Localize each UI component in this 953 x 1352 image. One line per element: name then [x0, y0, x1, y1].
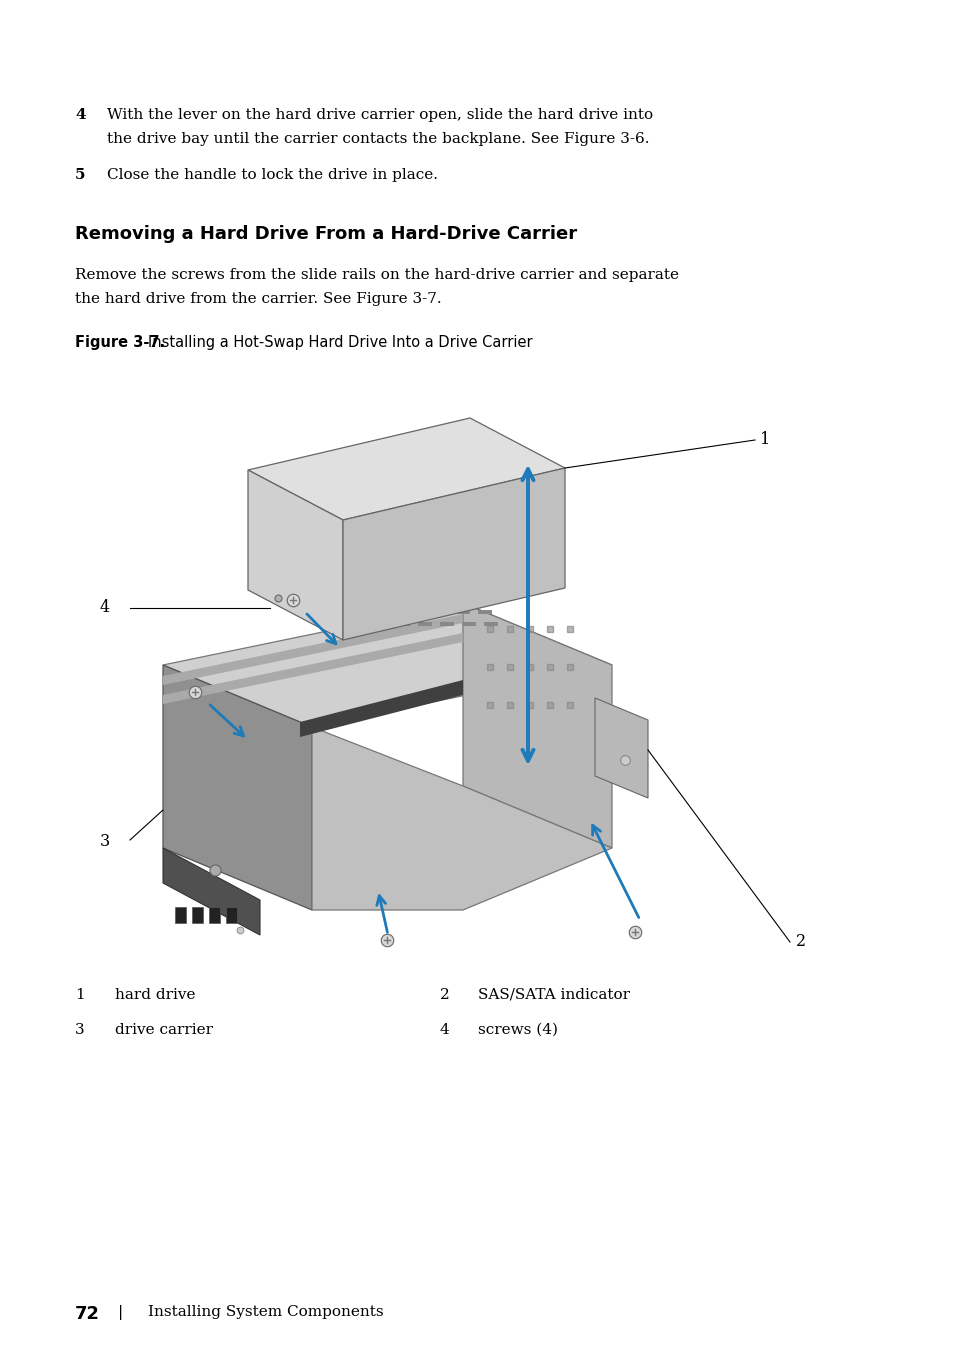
Polygon shape	[462, 603, 612, 848]
Text: 72: 72	[75, 1305, 100, 1324]
Text: 4: 4	[100, 599, 110, 617]
Bar	[352, 622, 366, 626]
Bar	[395, 622, 410, 626]
Bar	[324, 610, 337, 614]
Text: Remove the screws from the slide rails on the hard-drive carrier and separate: Remove the screws from the slide rails o…	[75, 268, 679, 283]
Text: screws (4): screws (4)	[477, 1023, 558, 1037]
Polygon shape	[163, 633, 462, 704]
Text: Removing a Hard Drive From a Hard-Drive Carrier: Removing a Hard Drive From a Hard-Drive …	[75, 224, 577, 243]
Bar	[434, 610, 448, 614]
Polygon shape	[163, 614, 462, 685]
Text: |: |	[118, 1305, 123, 1320]
Polygon shape	[163, 665, 312, 910]
Polygon shape	[595, 698, 647, 798]
Text: Close the handle to lock the drive in place.: Close the handle to lock the drive in pl…	[107, 168, 437, 183]
Bar	[417, 622, 432, 626]
Bar	[192, 907, 203, 923]
Bar	[456, 610, 470, 614]
Bar	[330, 622, 344, 626]
Text: hard drive: hard drive	[115, 988, 195, 1002]
Text: 5: 5	[75, 168, 86, 183]
Polygon shape	[163, 603, 612, 727]
Text: SAS/SATA indicator: SAS/SATA indicator	[477, 988, 629, 1002]
Text: 4: 4	[75, 108, 86, 122]
Bar	[483, 622, 497, 626]
Text: Figure 3-7.: Figure 3-7.	[75, 335, 165, 350]
Bar	[439, 622, 454, 626]
Polygon shape	[343, 468, 564, 639]
Text: 3: 3	[75, 1023, 85, 1037]
Polygon shape	[248, 418, 564, 521]
Text: Installing a Hot-Swap Hard Drive Into a Drive Carrier: Installing a Hot-Swap Hard Drive Into a …	[148, 335, 532, 350]
Bar	[412, 610, 426, 614]
Bar	[390, 610, 403, 614]
Bar	[174, 907, 186, 923]
Polygon shape	[299, 680, 462, 737]
Text: 4: 4	[439, 1023, 449, 1037]
Text: the hard drive from the carrier. See Figure 3-7.: the hard drive from the carrier. See Fig…	[75, 292, 441, 306]
Polygon shape	[248, 470, 343, 639]
Bar	[226, 907, 236, 923]
Text: 2: 2	[795, 933, 805, 950]
Text: drive carrier: drive carrier	[115, 1023, 213, 1037]
Polygon shape	[312, 727, 612, 910]
Text: 1: 1	[760, 431, 769, 449]
Text: 2: 2	[439, 988, 449, 1002]
Text: Installing System Components: Installing System Components	[148, 1305, 383, 1320]
Bar	[346, 610, 359, 614]
Bar	[477, 610, 492, 614]
Bar	[374, 622, 388, 626]
Bar	[209, 907, 220, 923]
Text: 3: 3	[100, 833, 111, 850]
Text: With the lever on the hard drive carrier open, slide the hard drive into: With the lever on the hard drive carrier…	[107, 108, 653, 122]
Bar	[461, 622, 476, 626]
Text: the drive bay until the carrier contacts the backplane. See Figure 3-6.: the drive bay until the carrier contacts…	[107, 132, 649, 146]
Text: 1: 1	[75, 988, 85, 1002]
Bar	[368, 610, 381, 614]
Polygon shape	[163, 848, 260, 936]
